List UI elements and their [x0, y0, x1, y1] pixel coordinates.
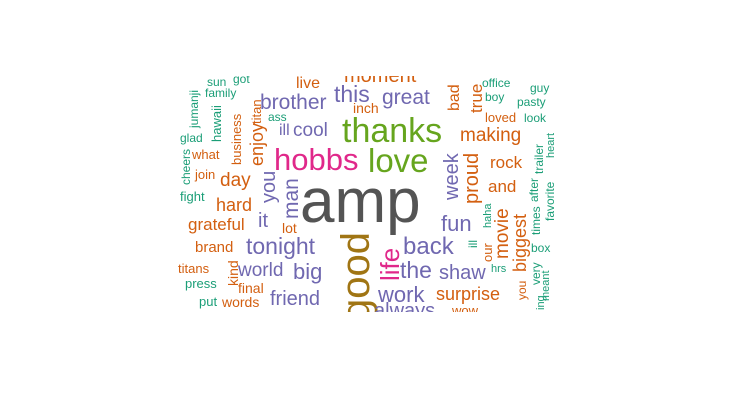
word: this — [334, 81, 370, 107]
word: cool — [293, 120, 328, 141]
word: world — [238, 260, 284, 281]
word: hawaii — [209, 105, 224, 142]
word: big — [293, 259, 323, 284]
word: wow — [452, 303, 479, 312]
word: you — [515, 280, 529, 300]
word: ing — [535, 295, 547, 310]
word: guy — [530, 81, 550, 95]
word: amp — [300, 167, 421, 236]
word: press — [185, 276, 217, 291]
word: hobbs — [274, 142, 359, 177]
word: loved — [485, 110, 517, 125]
word: words — [222, 294, 260, 310]
word: pasty — [517, 95, 546, 109]
word: back — [403, 233, 454, 260]
word: ill — [466, 240, 480, 248]
word: surprise — [436, 284, 501, 304]
word: brother — [260, 91, 327, 114]
word: jumanji — [187, 89, 201, 128]
word: fight — [180, 189, 205, 204]
word: glad — [180, 131, 203, 145]
word: day — [220, 170, 251, 191]
word: love — [368, 142, 429, 179]
word: inch — [353, 100, 379, 116]
word: bad — [446, 84, 463, 111]
word: great — [382, 86, 430, 109]
word: final — [238, 280, 264, 296]
word: you — [258, 170, 280, 203]
word: live — [296, 76, 321, 92]
word: ass — [268, 110, 287, 124]
word: lot — [282, 220, 297, 236]
word: week — [441, 153, 463, 200]
word-cloud: amp good thanks love hobbs life this gre… — [178, 76, 554, 312]
word: our — [480, 243, 495, 262]
word: enjoy — [247, 122, 267, 166]
word: rock — [490, 153, 523, 172]
word: sun — [207, 76, 227, 89]
word: what — [192, 147, 220, 162]
word: tonight — [246, 233, 316, 259]
word: trailer — [532, 143, 546, 174]
word: good — [334, 232, 378, 312]
word: shaw — [439, 262, 486, 284]
word: titan — [249, 99, 264, 124]
word: man — [280, 178, 303, 219]
word: moment — [344, 76, 417, 87]
word: family — [205, 86, 237, 100]
word: biggest — [510, 213, 530, 272]
word: favorite — [543, 181, 554, 221]
word: making — [460, 125, 522, 146]
word: it — [258, 210, 268, 232]
word: the — [400, 257, 432, 283]
word: grateful — [188, 215, 245, 234]
word: boy — [485, 90, 505, 104]
word: office — [482, 76, 511, 90]
word: thanks — [342, 112, 443, 150]
word: brand — [195, 239, 234, 256]
word: cheers — [179, 148, 193, 185]
word: ill — [279, 122, 290, 139]
word: hrs — [491, 263, 507, 275]
word: and — [488, 177, 517, 196]
word: put — [199, 294, 218, 309]
word: haha — [482, 203, 494, 228]
word: work — [378, 282, 425, 307]
word: join — [195, 167, 216, 182]
word: titans — [178, 261, 210, 276]
word: heart — [545, 132, 554, 158]
word: fun — [441, 211, 472, 236]
word: times — [529, 206, 543, 235]
word: hard — [216, 195, 253, 215]
word: business — [229, 113, 244, 165]
word: look — [524, 111, 547, 125]
word: after — [527, 177, 541, 202]
word: got — [233, 76, 250, 86]
word: friend — [270, 288, 321, 310]
word: box — [531, 241, 551, 255]
word: always — [374, 300, 436, 312]
word: proud — [461, 152, 483, 204]
